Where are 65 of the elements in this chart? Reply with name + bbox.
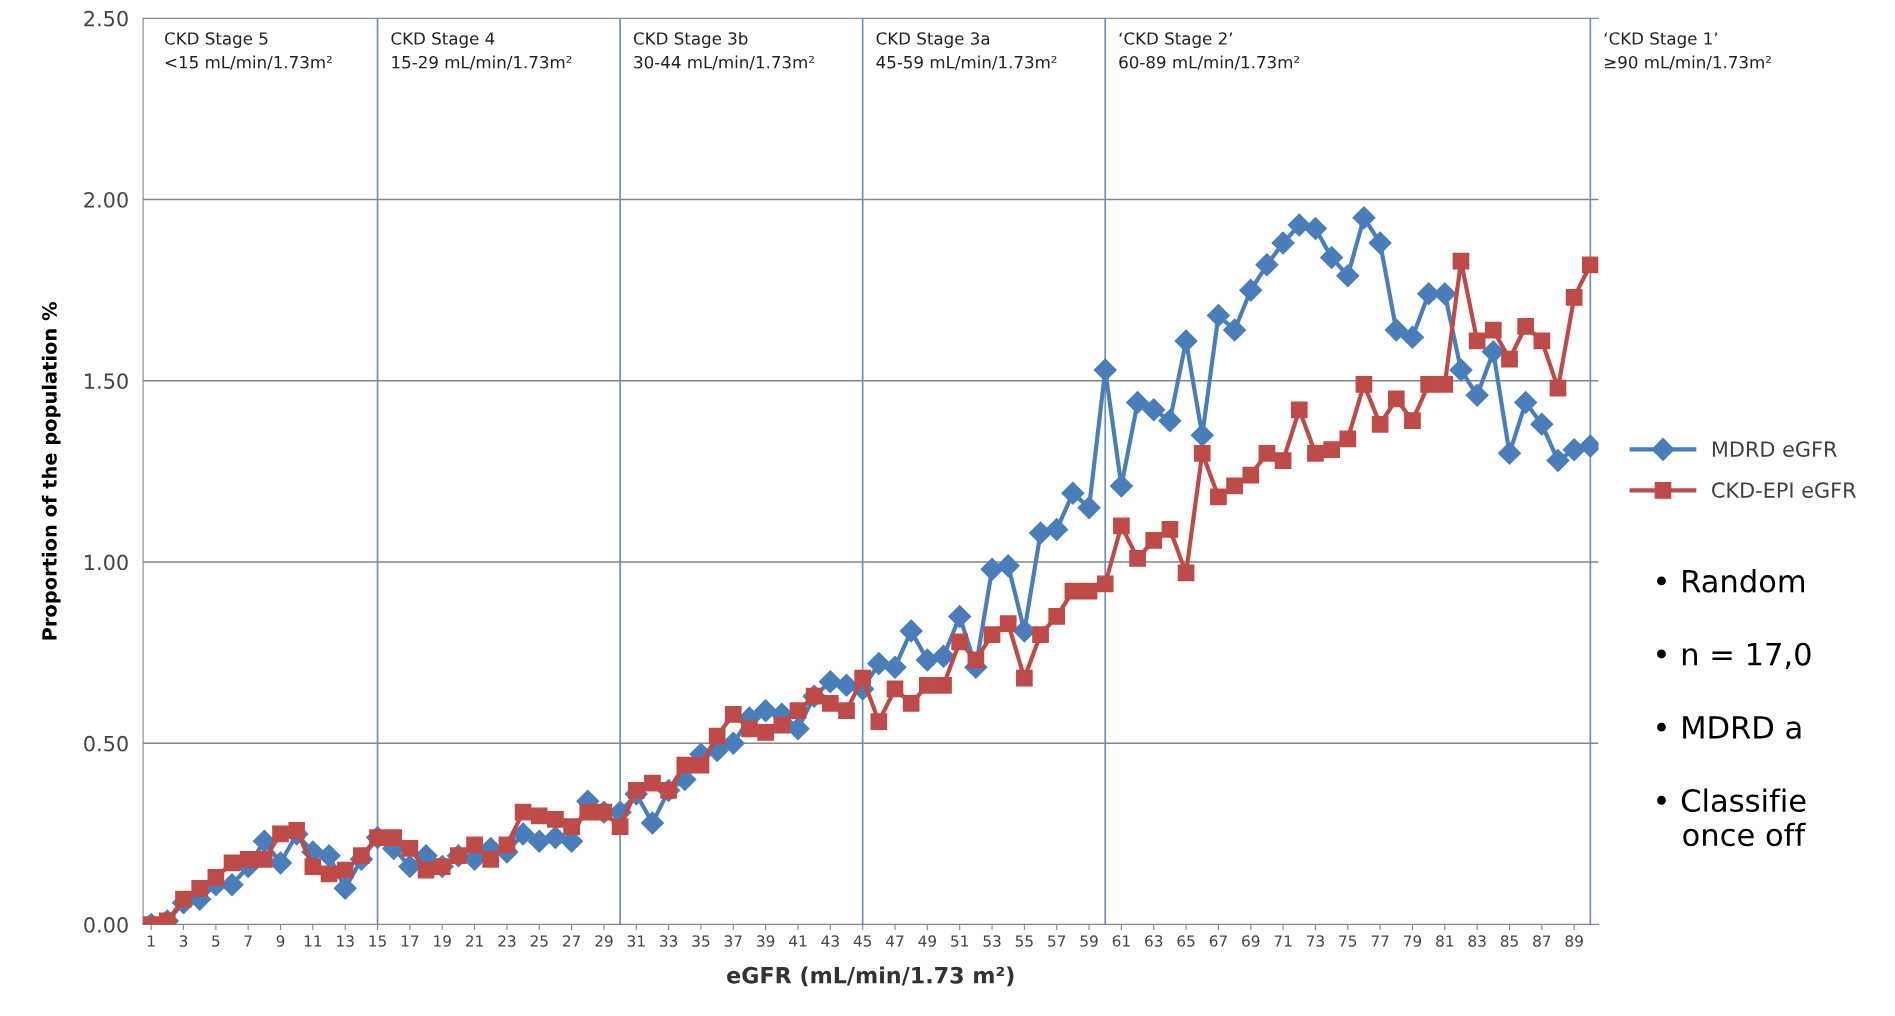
x-tick-label: 29 <box>595 935 613 947</box>
text: • n = 17,0 <box>1657 642 1811 669</box>
x-tick-label: 51 <box>951 935 968 947</box>
x-tick-label: 55 <box>1015 935 1033 947</box>
x-tick-label: 11 <box>304 935 322 947</box>
x-tick-label: 49 <box>918 935 936 947</box>
x-tick-label: 85 <box>1500 935 1518 947</box>
x-tick-label: 69 <box>1242 935 1260 947</box>
text: • Classifie once off <box>1657 788 1806 847</box>
ref-line-label: ‘CKD Stage 2’ 60-89 mL/min/1.73m² <box>1119 32 1300 70</box>
x-tick-label: 35 <box>692 935 710 947</box>
text: • Random <box>1657 568 1805 593</box>
y-tick-label: 1.50 <box>85 373 128 390</box>
legend-label: CKD-EPI eGFR <box>1712 482 1856 498</box>
x-tick-label: 89 <box>1565 935 1583 947</box>
x-tick-label: 57 <box>1048 935 1066 947</box>
x-tick-label: 63 <box>1145 935 1163 947</box>
y-tick-label: 2.50 <box>84 10 128 27</box>
x-tick-label: 79 <box>1404 935 1422 947</box>
ref-line-label: CKD Stage 3b 30-44 mL/min/1.73m² <box>633 31 814 70</box>
x-tick-label: 3 <box>179 935 188 947</box>
x-tick-label: 75 <box>1339 935 1357 947</box>
x-tick-label: 37 <box>724 935 742 947</box>
ref-line-label: CKD Stage 4 15-29 mL/min/1.73m² <box>391 32 572 70</box>
y-axis-title: Proportion of the population % <box>41 302 61 640</box>
x-tick-label: 47 <box>886 935 904 947</box>
x-tick-label: 59 <box>1080 935 1098 947</box>
x-tick-label: 87 <box>1533 935 1551 947</box>
legend-label: MDRD eGFR <box>1712 441 1837 457</box>
x-tick-label: 5 <box>212 935 220 947</box>
x-tick-label: 15 <box>369 935 386 947</box>
x-tick-label: 9 <box>276 935 285 947</box>
y-tick-label: 0.00 <box>84 917 128 933</box>
x-tick-label: 71 <box>1274 935 1292 947</box>
x-tick-label: 67 <box>1209 935 1227 947</box>
y-tick-label: 1.00 <box>85 554 128 571</box>
x-tick-label: 39 <box>757 935 775 947</box>
x-tick-label: 31 <box>627 935 645 947</box>
annotation: CKD Stage 5 <15 mL/min/1.73m² <box>165 32 332 70</box>
text: • MDRD a <box>1657 716 1801 739</box>
x-tick-label: 7 <box>244 935 252 947</box>
x-tick-label: 1 <box>147 935 155 947</box>
x-tick-label: 25 <box>530 935 548 947</box>
x-tick-label: 27 <box>562 935 581 947</box>
x-tick-label: 53 <box>983 935 1001 947</box>
x-tick-label: 45 <box>853 935 872 947</box>
x-tick-label: 21 <box>465 935 483 947</box>
x-axis-title: eGFR (mL/min/1.73 m²) <box>727 966 1014 987</box>
x-tick-label: 73 <box>1306 935 1324 947</box>
x-tick-label: 41 <box>789 935 807 947</box>
x-tick-label: 23 <box>498 935 516 947</box>
x-tick-label: 81 <box>1436 935 1454 947</box>
x-tick-label: 19 <box>434 935 451 947</box>
x-tick-label: 77 <box>1371 935 1389 947</box>
x-tick-label: 33 <box>660 935 678 947</box>
x-tick-label: 43 <box>821 935 839 947</box>
y-tick-label: 0.50 <box>84 735 128 752</box>
x-tick-label: 61 <box>1112 935 1130 947</box>
y-tick-label: 2.00 <box>84 192 128 208</box>
x-tick-label: 83 <box>1468 935 1486 947</box>
ref-line-label: CKD Stage 3a 45-59 mL/min/1.73m² <box>876 32 1057 70</box>
x-tick-label: 13 <box>337 935 354 947</box>
x-tick-label: 17 <box>401 935 419 947</box>
ref-line-label: ‘CKD Stage 1’ ≥90 mL/min/1.73m² <box>1604 32 1771 70</box>
x-tick-label: 65 <box>1177 935 1195 947</box>
